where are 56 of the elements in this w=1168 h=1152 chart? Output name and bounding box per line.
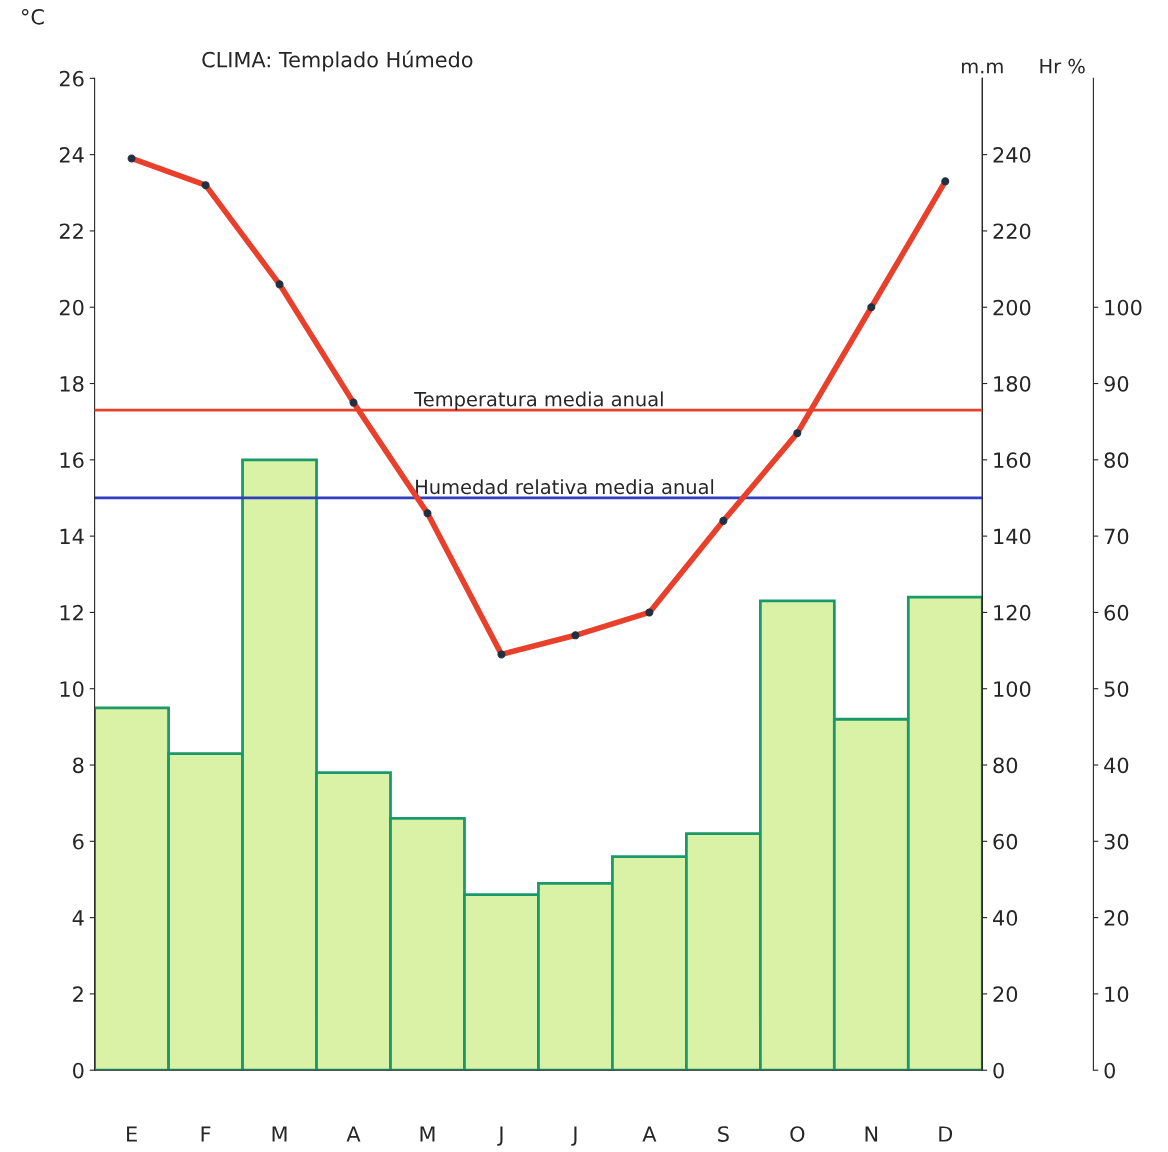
x-tick-label: F [201,1126,211,1142]
y-tick-label: 24 [59,147,84,163]
x-tick-label: A [346,1126,361,1142]
y2-tick-label: 220 [993,223,1031,240]
y2-tick-label: 100 [994,681,1031,697]
y-tick-label: 8 [73,757,84,774]
y3-tick-label: 60 [1104,604,1129,621]
y3-tick-label: 100 [1105,299,1142,316]
y2-tick-label: 240 [993,147,1031,163]
y-tick-label: 26 [59,70,84,87]
ref-line-label: Humedad relativa media anual [416,479,714,495]
y-tick-label: 0 [73,1062,84,1079]
y-tick-label: 14 [60,528,84,545]
y-tick-label: 12 [60,604,83,621]
y2-tick-label: 160 [994,452,1031,469]
y3-tick-label: 80 [1104,452,1129,469]
x-tick-label: O [790,1126,805,1142]
y2-tick-label: 200 [993,299,1031,316]
x-tick-label: M [272,1126,287,1142]
x-tick-label: J [497,1126,503,1146]
y2-axis-title: m.m [962,62,1003,74]
y3-tick-label: 10 [1105,986,1129,1003]
y2-tick-label: 60 [993,833,1018,850]
y3-axis-title: Hr % [1040,58,1085,74]
y-tick-label: 20 [59,299,84,316]
y3-tick-label: 50 [1104,681,1129,697]
y2-tick-label: 180 [994,375,1031,392]
x-tick-label: A [642,1126,657,1142]
chart-title: CLIMA: Templado Húmedo [202,50,473,72]
y3-tick-label: 20 [1104,910,1129,926]
y3-tick-label: 30 [1104,833,1129,850]
x-tick-label: E [127,1126,137,1142]
y2-tick-label: 20 [993,986,1018,1003]
y2-tick-label: 40 [993,910,1018,926]
y2-tick-label: 0 [993,1062,1004,1079]
y-tick-label: 10 [60,681,84,697]
y-tick-label: 16 [60,452,84,469]
x-tick-label: N [865,1126,878,1142]
ref-line-label: Temperatura media anual [414,391,663,411]
y2-tick-label: 140 [994,528,1031,545]
y3-tick-label: 40 [1104,757,1129,774]
y-axis-title: °C [21,8,44,25]
y-tick-label: 18 [60,375,84,392]
y3-tick-label: 90 [1104,375,1129,392]
x-tick-label: S [718,1126,729,1142]
y-tick-label: 6 [73,833,84,850]
y-tick-label: 2 [73,986,83,1002]
y2-tick-label: 80 [993,757,1018,774]
y3-tick-label: 70 [1104,528,1129,545]
y2-tick-label: 120 [994,604,1031,621]
y3-tick-label: 0 [1104,1062,1115,1079]
y-tick-label: 22 [59,223,83,239]
x-tick-label: D [939,1126,953,1142]
y-tick-label: 4 [72,910,84,926]
x-tick-label: M [420,1126,435,1142]
x-tick-label: J [571,1126,577,1146]
